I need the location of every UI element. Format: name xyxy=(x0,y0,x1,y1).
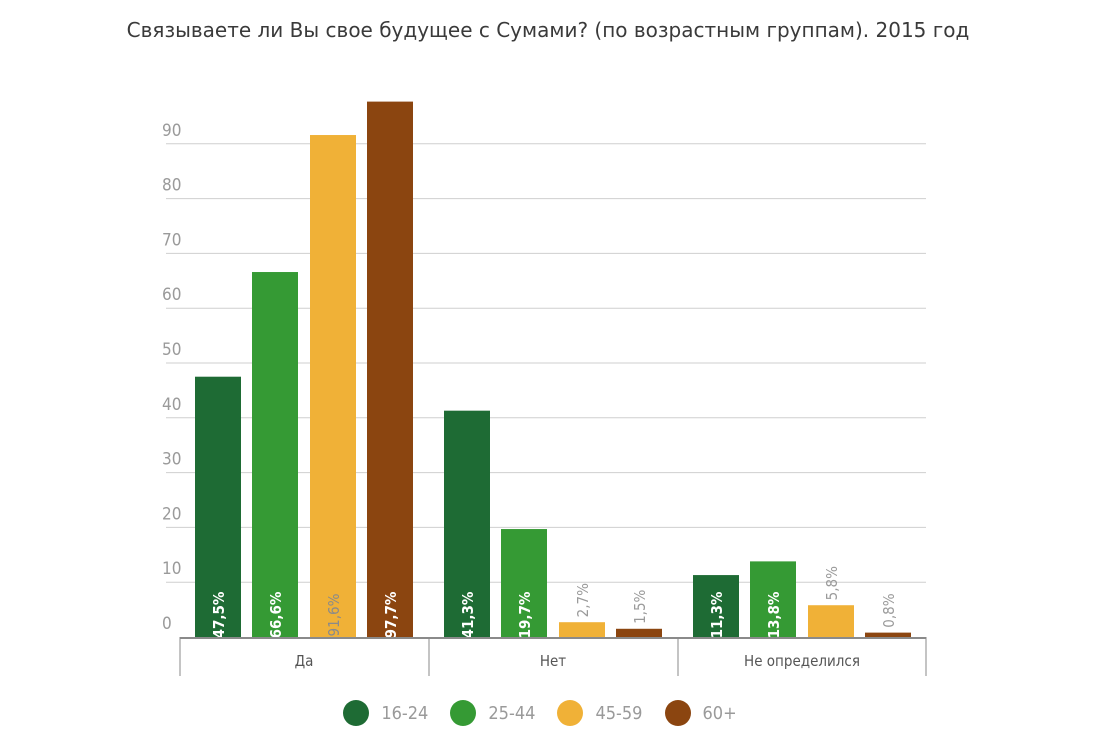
data-label: 41,3% xyxy=(459,591,477,638)
y-tick-label: 60 xyxy=(162,285,181,305)
y-tick-labels: 0 10 20 30 40 50 60 70 80 90 xyxy=(162,121,181,634)
bar xyxy=(750,561,796,637)
y-tick-label: 40 xyxy=(162,395,181,415)
legend-label-25-44: 25-44 xyxy=(488,702,536,724)
legend-label-16-24: 16-24 xyxy=(381,702,429,724)
data-label: 91,6% xyxy=(325,593,343,636)
data-label: 97,7% xyxy=(382,591,400,638)
chart-title: Связываете ли Вы свое будущее с Сумами? … xyxy=(126,18,970,42)
y-tick-label: 50 xyxy=(162,340,181,360)
data-label: 5,8% xyxy=(823,566,841,600)
bar xyxy=(693,575,739,637)
y-tick-label: 90 xyxy=(162,121,181,141)
legend-swatch-60plus xyxy=(664,700,691,726)
bar xyxy=(444,410,490,637)
bar xyxy=(559,622,605,637)
y-tick-label: 80 xyxy=(162,176,181,196)
x-category-label: Да xyxy=(295,652,314,670)
legend-label-45-59: 45-59 xyxy=(595,702,643,724)
bars xyxy=(195,101,911,638)
y-tick-label: 10 xyxy=(162,559,181,579)
bar xyxy=(501,529,547,637)
y-tick-label: 0 xyxy=(162,614,172,634)
legend-item-16-24: 16-24 xyxy=(343,700,428,726)
bar xyxy=(808,605,854,637)
y-tick-label: 70 xyxy=(162,230,181,250)
data-label: 19,7% xyxy=(516,591,534,638)
legend-item-25-44: 25-44 xyxy=(450,700,535,726)
bar xyxy=(865,632,911,637)
legend-item-60plus: 60+ xyxy=(664,700,737,726)
data-label: 47,5% xyxy=(210,591,228,638)
y-tick-label: 30 xyxy=(162,450,181,470)
bar xyxy=(252,272,298,637)
data-label: 0,8% xyxy=(880,593,898,627)
legend-swatch-25-44 xyxy=(450,700,477,726)
x-category-label: Не определился xyxy=(744,652,860,670)
data-label: 1,5% xyxy=(631,589,649,623)
legend-label-60plus: 60+ xyxy=(702,702,737,724)
data-label: 66,6% xyxy=(267,591,285,638)
x-category-label: Нет xyxy=(540,652,566,670)
y-tick-label: 20 xyxy=(162,504,181,524)
legend-swatch-16-24 xyxy=(343,700,370,726)
bar xyxy=(310,135,356,638)
bar xyxy=(195,376,241,637)
data-label: 13,8% xyxy=(765,591,783,638)
legend: 16-24 25-44 45-59 60+ xyxy=(0,700,1080,726)
legend-swatch-45-59 xyxy=(557,700,584,726)
data-label: 2,7% xyxy=(574,583,592,617)
bar xyxy=(367,101,413,637)
data-labels: 47,5% 66,6% 91,6% 97,7% 41,3% 19,7% 2,7% 1,5% 11… xyxy=(210,566,898,639)
bar xyxy=(616,628,662,637)
legend-item-45-59: 45-59 xyxy=(557,700,643,726)
x-axis: Да Нет Не определился xyxy=(179,637,927,676)
data-label: 11,3% xyxy=(708,591,726,638)
